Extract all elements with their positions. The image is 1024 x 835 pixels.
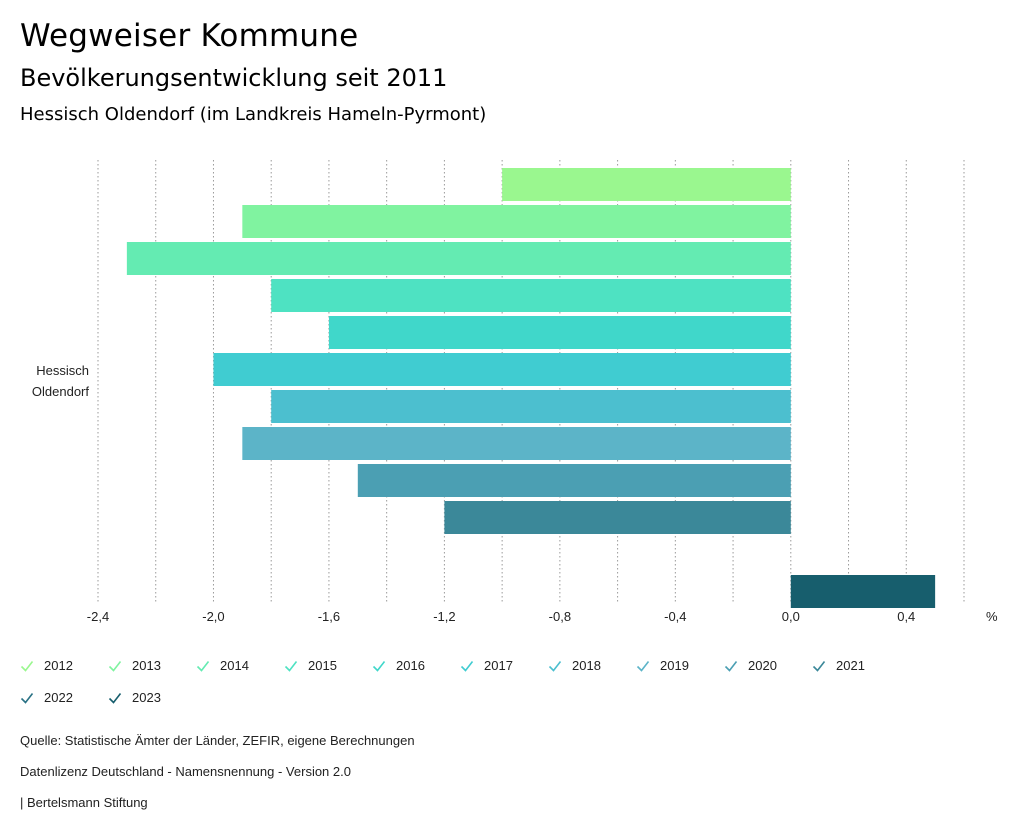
legend-label: 2018 — [572, 658, 601, 673]
bar-2012[interactable] — [502, 168, 791, 201]
legend-item-2022[interactable]: 2022 — [20, 690, 73, 705]
legend-item-2015[interactable]: 2015 — [284, 658, 337, 673]
legend-label: 2021 — [836, 658, 865, 673]
checkmark-icon — [20, 692, 34, 704]
checkmark-icon — [548, 660, 562, 672]
legend-label: 2017 — [484, 658, 513, 673]
checkmark-icon — [460, 660, 474, 672]
legend-item-2020[interactable]: 2020 — [724, 658, 777, 673]
category-label-line-2: Oldendorf — [32, 384, 89, 399]
checkmark-icon — [636, 660, 650, 672]
license-note: Datenlizenz Deutschland - Namensnennung … — [20, 764, 351, 779]
checkmark-icon — [196, 660, 210, 672]
legend-item-2018[interactable]: 2018 — [548, 658, 601, 673]
legend-item-2016[interactable]: 2016 — [372, 658, 425, 673]
legend-label: 2013 — [132, 658, 161, 673]
x-tick-label: -0,8 — [549, 609, 571, 624]
legend-label: 2016 — [396, 658, 425, 673]
legend-item-2012[interactable]: 2012 — [20, 658, 73, 673]
x-tick-label: -0,4 — [664, 609, 686, 624]
checkmark-icon — [108, 660, 122, 672]
unit-label: % — [986, 609, 998, 624]
bar-2015[interactable] — [271, 279, 791, 312]
checkmark-icon — [284, 660, 298, 672]
bar-2017[interactable] — [213, 353, 791, 386]
x-tick-label: 0,4 — [897, 609, 915, 624]
legend-label: 2012 — [44, 658, 73, 673]
legend-label: 2019 — [660, 658, 689, 673]
x-tick-label: -1,2 — [433, 609, 455, 624]
bar-2019[interactable] — [242, 427, 791, 460]
legend-label: 2014 — [220, 658, 249, 673]
category-label-line-1: Hessisch — [36, 363, 89, 378]
bar-2021[interactable] — [444, 501, 791, 534]
legend-item-2014[interactable]: 2014 — [196, 658, 249, 673]
bar-2014[interactable] — [126, 242, 791, 275]
legend-item-2023[interactable]: 2023 — [108, 690, 161, 705]
x-tick-label: -1,6 — [318, 609, 340, 624]
checkmark-icon — [724, 660, 738, 672]
legend-label: 2015 — [308, 658, 337, 673]
legend-item-2019[interactable]: 2019 — [636, 658, 689, 673]
legend-label: 2020 — [748, 658, 777, 673]
bar-2016[interactable] — [328, 316, 791, 349]
chart-subtitle: Bevölkerungsentwicklung seit 2011 — [20, 64, 448, 92]
source-note: Quelle: Statistische Ämter der Länder, Z… — [20, 733, 415, 748]
bar-2018[interactable] — [271, 390, 791, 423]
legend-item-2017[interactable]: 2017 — [460, 658, 513, 673]
checkmark-icon — [372, 660, 386, 672]
tick-label-layer: -2,4 -2,0 -1,6 -1,2 -0,8 -0,4 0,0 0,4 — [87, 609, 916, 624]
checkmark-icon — [812, 660, 826, 672]
legend-label: 2022 — [44, 690, 73, 705]
legend-item-2013[interactable]: 2013 — [108, 658, 161, 673]
checkmark-icon — [108, 692, 122, 704]
region-heading: Hessisch Oldendorf (im Landkreis Hameln-… — [20, 104, 487, 125]
checkmark-icon — [20, 660, 34, 672]
bar-2020[interactable] — [357, 464, 791, 497]
page-title: Wegweiser Kommune — [20, 18, 359, 54]
x-tick-label: 0,0 — [782, 609, 800, 624]
legend-label: 2023 — [132, 690, 161, 705]
bar-2023[interactable] — [790, 575, 936, 608]
x-tick-label: -2,4 — [87, 609, 109, 624]
publisher-note: | Bertelsmann Stiftung — [20, 795, 148, 810]
legend-item-2021[interactable]: 2021 — [812, 658, 865, 673]
bar-layer — [126, 168, 936, 608]
bar-chart: -2,4 -2,0 -1,6 -1,2 -0,8 -0,4 0,0 0,4 Hessisch … — [32, 160, 998, 624]
bar-2013[interactable] — [242, 205, 791, 238]
x-tick-label: -2,0 — [202, 609, 224, 624]
